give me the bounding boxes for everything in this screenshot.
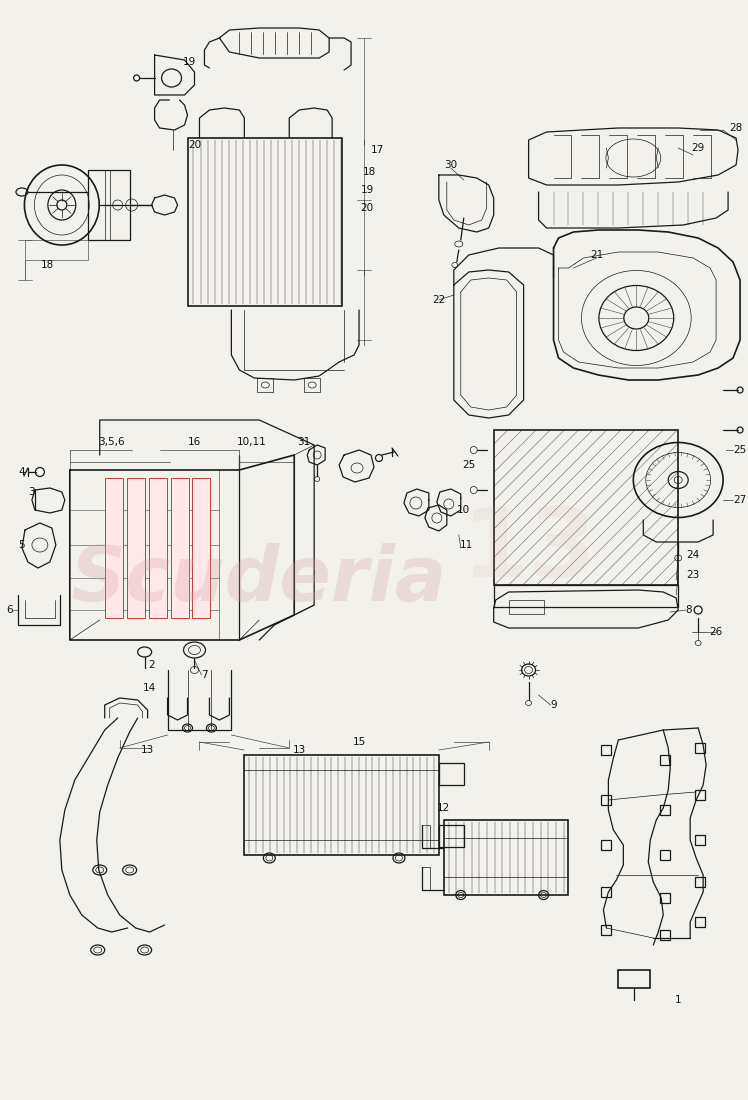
Text: 29: 29 [692, 143, 705, 153]
Text: 31: 31 [298, 437, 311, 447]
Text: 3: 3 [28, 487, 35, 497]
Bar [422, 825, 430, 848]
Text: 3,5,6: 3,5,6 [99, 437, 125, 447]
Text: 1: 1 [675, 996, 681, 1005]
Text: 20: 20 [361, 204, 373, 213]
Bar [422, 867, 430, 890]
Text: 15: 15 [352, 737, 366, 747]
Text: 7: 7 [201, 670, 208, 680]
Text: 12: 12 [437, 803, 450, 813]
Bar [601, 925, 611, 935]
Text: Scuderia: Scuderia [71, 543, 447, 617]
Bar [304, 378, 320, 392]
Text: 6: 6 [7, 605, 13, 615]
Bar [695, 790, 705, 800]
Text: 27: 27 [734, 495, 747, 505]
Bar [105, 478, 123, 618]
Bar [601, 840, 611, 850]
Bar [601, 887, 611, 896]
Text: 20: 20 [188, 140, 201, 150]
Text: 18: 18 [362, 167, 375, 177]
Text: 13: 13 [292, 745, 306, 755]
Text: 4: 4 [19, 468, 25, 477]
Text: 19: 19 [361, 185, 374, 195]
Text: 19: 19 [183, 57, 196, 67]
Text: 23: 23 [687, 570, 700, 580]
Text: 25: 25 [734, 446, 747, 455]
Bar [695, 742, 705, 754]
Text: 21: 21 [589, 250, 603, 260]
Text: 5: 5 [19, 540, 25, 550]
Text: 16: 16 [188, 437, 201, 447]
Bar [509, 600, 544, 614]
Bar [188, 138, 342, 306]
Text: 10,11: 10,11 [236, 437, 266, 447]
Bar [619, 970, 650, 988]
Text: 11: 11 [460, 540, 473, 550]
Bar [444, 820, 568, 895]
Bar [245, 755, 439, 855]
Text: 2: 2 [148, 660, 155, 670]
Text: 24: 24 [687, 550, 700, 560]
Bar [439, 763, 464, 785]
Bar [660, 930, 670, 940]
Bar [192, 478, 210, 618]
Bar [601, 745, 611, 755]
Bar [257, 378, 273, 392]
Bar [601, 795, 611, 805]
Bar [660, 893, 670, 903]
Bar [695, 835, 705, 845]
Text: 22: 22 [432, 295, 446, 305]
Bar [695, 917, 705, 927]
Text: 17: 17 [370, 145, 384, 155]
Bar [494, 585, 678, 607]
Text: 13: 13 [141, 745, 154, 755]
Text: 8: 8 [685, 605, 691, 615]
Bar [126, 478, 144, 618]
Bar [149, 478, 167, 618]
Bar [660, 805, 670, 815]
Bar [439, 825, 464, 847]
Text: 10: 10 [457, 505, 470, 515]
Text: 28: 28 [729, 123, 743, 133]
Text: 13: 13 [461, 504, 596, 596]
Text: 14: 14 [143, 683, 156, 693]
Bar [660, 850, 670, 860]
Text: 26: 26 [710, 627, 723, 637]
Text: 18: 18 [41, 260, 55, 270]
Bar [171, 478, 188, 618]
Bar [494, 430, 678, 585]
Bar [695, 877, 705, 887]
Text: 30: 30 [444, 160, 457, 170]
Bar [660, 755, 670, 764]
Text: 9: 9 [551, 700, 557, 710]
Text: 25: 25 [462, 460, 476, 470]
